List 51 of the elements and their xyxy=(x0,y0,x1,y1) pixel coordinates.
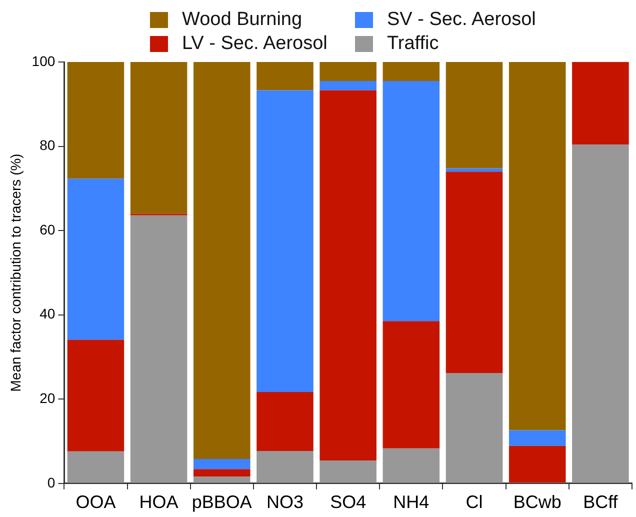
x-tick-label: BCff xyxy=(583,492,619,512)
x-tick-label: pBBOA xyxy=(192,492,252,512)
legend-label: Traffic xyxy=(387,33,439,55)
bar xyxy=(572,144,629,483)
bar xyxy=(67,62,124,179)
bar xyxy=(508,62,566,430)
bar xyxy=(382,62,440,81)
bar xyxy=(194,458,250,470)
x-tick-label: BCwb xyxy=(513,492,562,512)
bar xyxy=(194,62,250,459)
bar xyxy=(446,172,503,373)
bar xyxy=(446,372,503,483)
legend-label: LV - Sec. Aerosol xyxy=(182,33,328,55)
legend-label: Wood Burning xyxy=(182,9,302,31)
bar xyxy=(320,460,376,483)
bar xyxy=(256,62,314,90)
x-tick-label: Cl xyxy=(466,492,483,512)
bar xyxy=(67,178,124,340)
bar xyxy=(446,62,503,168)
y-tick-label: 60 xyxy=(40,221,56,238)
bar xyxy=(194,476,250,483)
y-tick-label: 40 xyxy=(40,306,56,322)
bar xyxy=(382,321,440,448)
bar xyxy=(572,62,629,145)
y-axis-title: Mean factor contribution to tracers (%) xyxy=(7,154,24,392)
bar xyxy=(320,62,376,81)
bar xyxy=(256,450,314,483)
bar xyxy=(320,90,376,461)
bar xyxy=(382,80,440,322)
bar xyxy=(130,215,188,483)
bar xyxy=(320,80,376,90)
y-tick-label: 20 xyxy=(40,390,56,406)
bar xyxy=(508,446,566,483)
y-tick-label: 0 xyxy=(47,474,56,490)
x-tick-label: OOA xyxy=(76,492,116,512)
bar xyxy=(446,168,503,172)
y-tick-label: 100 xyxy=(32,52,56,69)
bar xyxy=(256,392,314,451)
bar xyxy=(508,430,566,446)
y-tick-label: 80 xyxy=(40,137,56,154)
bar xyxy=(382,448,440,483)
bar xyxy=(256,90,314,392)
bar xyxy=(130,62,188,214)
x-tick-label: SO4 xyxy=(330,492,366,512)
bar xyxy=(67,451,124,483)
x-tick-label: NO3 xyxy=(266,492,304,512)
x-tick-label: HOA xyxy=(139,492,178,512)
legend-label: SV - Sec. Aerosol xyxy=(387,9,536,31)
x-tick-label: NH4 xyxy=(393,492,430,512)
bar xyxy=(67,340,124,452)
bar xyxy=(194,469,250,477)
